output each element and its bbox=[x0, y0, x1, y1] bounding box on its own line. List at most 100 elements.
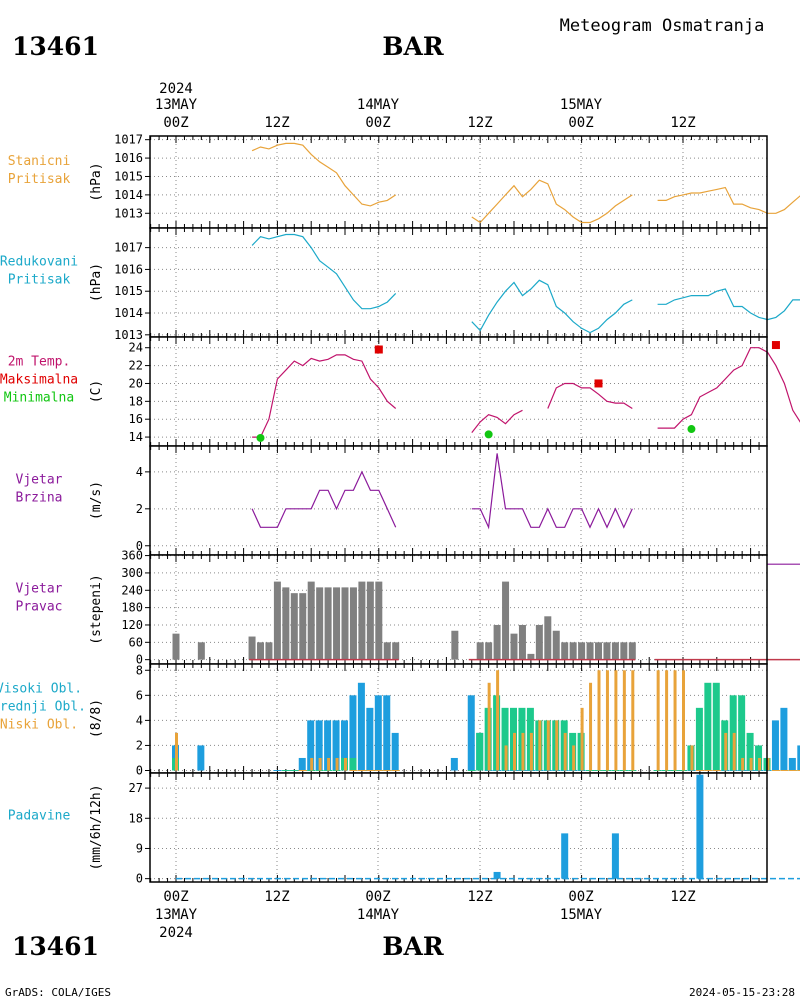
top-day-label-2: 14MAY bbox=[357, 97, 400, 113]
bar bbox=[349, 587, 357, 660]
y-tick-label: 4 bbox=[136, 713, 143, 727]
top-hour-label-6: 12Z bbox=[670, 115, 695, 131]
cloud-bar bbox=[712, 682, 720, 771]
panel-label: Visoki Obl. bbox=[0, 682, 82, 697]
bar bbox=[628, 642, 636, 660]
cloud-bar bbox=[665, 670, 669, 771]
bar bbox=[290, 593, 298, 660]
bar bbox=[586, 642, 594, 660]
cloud-bar bbox=[529, 732, 533, 771]
top-hour-label-5: 00Z bbox=[568, 115, 593, 131]
cloud-bar bbox=[450, 757, 458, 771]
panel-background bbox=[150, 136, 767, 228]
bar bbox=[197, 642, 205, 660]
series-line bbox=[251, 233, 397, 310]
cloud-bar bbox=[175, 732, 178, 771]
series-line bbox=[471, 453, 633, 530]
cloud-bar bbox=[501, 707, 509, 771]
cloud-bar bbox=[327, 757, 331, 771]
cloud-bar bbox=[682, 670, 685, 771]
y-axis-label: (hPa) bbox=[89, 263, 104, 302]
y-tick-label: 9 bbox=[136, 841, 143, 855]
cloud-bar bbox=[332, 720, 340, 771]
y-tick-label: 8 bbox=[136, 663, 143, 677]
y-axis-label: (8/8) bbox=[89, 699, 104, 738]
y-tick-label: 180 bbox=[121, 601, 143, 615]
panel-label: Pritisak bbox=[8, 172, 71, 187]
bar bbox=[282, 587, 290, 660]
series-line bbox=[252, 354, 397, 438]
panel-background bbox=[150, 337, 767, 446]
panel-2: 1013 1014 1015 1016 1017 (hPa) Redukovani Priti… bbox=[0, 227, 800, 342]
cloud-bar bbox=[487, 682, 491, 771]
cloud-bar bbox=[724, 732, 728, 771]
panel-label: Niski Obl. bbox=[0, 718, 78, 733]
bar bbox=[493, 624, 501, 660]
top-hour-label-2: 12Z bbox=[264, 115, 289, 131]
y-tick-label: 60 bbox=[129, 635, 143, 649]
cloud-bar bbox=[758, 757, 762, 771]
cloud-bar bbox=[496, 670, 500, 771]
cloud-bar bbox=[631, 670, 635, 771]
top-hour-label-3: 00Z bbox=[365, 115, 390, 131]
bar bbox=[544, 616, 552, 660]
bar bbox=[324, 587, 332, 660]
top-hour-label-1: 00Z bbox=[163, 115, 188, 131]
panel-label: Srednji Obl. bbox=[0, 700, 86, 715]
y-axis-label: (C) bbox=[89, 380, 104, 403]
panel-label: Pritisak bbox=[8, 273, 71, 288]
max-temp-marker bbox=[771, 341, 780, 350]
cloud-bar bbox=[467, 695, 475, 771]
y-tick-label: 360 bbox=[121, 549, 143, 563]
station-id-top: 13461 bbox=[12, 32, 99, 61]
y-tick-label: 14 bbox=[129, 430, 143, 444]
panel-label: Vjetar bbox=[16, 582, 63, 597]
min-temp-marker bbox=[484, 430, 493, 439]
cloud-bar bbox=[797, 745, 800, 771]
y-tick-label: 22 bbox=[129, 359, 143, 373]
bottom-hour-label-3: 00Z bbox=[365, 889, 390, 905]
bar bbox=[172, 633, 180, 660]
y-tick-label: 27 bbox=[129, 781, 143, 795]
y-tick-label: 16 bbox=[129, 412, 143, 426]
bottom-hour-label-6: 12Z bbox=[670, 889, 695, 905]
panel-label: Brzina bbox=[16, 491, 63, 506]
series-line bbox=[657, 288, 800, 321]
bar bbox=[569, 642, 577, 660]
series-line bbox=[471, 179, 633, 224]
top-day-label-1: 13MAY bbox=[155, 97, 198, 113]
panel-1: 1013 1014 1015 1016 1017 (hPa) Stanicni Pritisa… bbox=[8, 133, 800, 229]
panel-label: 2m Temp. bbox=[8, 355, 71, 370]
y-tick-label: 1016 bbox=[114, 262, 143, 276]
panel-4: 0 2 4 (m/s) Vjetar Brzina bbox=[16, 445, 800, 565]
cloud-bar bbox=[771, 720, 779, 771]
y-tick-label: 240 bbox=[121, 583, 143, 597]
cloud-bar bbox=[344, 757, 347, 771]
panel-label: Pravac bbox=[16, 600, 63, 615]
bar bbox=[358, 581, 366, 660]
bar bbox=[248, 636, 256, 660]
y-tick-label: 120 bbox=[121, 618, 143, 632]
meteogram-title: Meteogram Osmatranja bbox=[560, 16, 765, 36]
cloud-bar bbox=[766, 757, 770, 771]
cloud-bar bbox=[374, 695, 382, 771]
cloud-bar bbox=[307, 720, 315, 771]
cloud-bar bbox=[622, 670, 626, 771]
bar bbox=[611, 833, 619, 879]
panel-label: Stanicni bbox=[8, 154, 71, 169]
footer-timestamp: 2024-05-15-23:28 bbox=[689, 986, 795, 999]
bar bbox=[375, 581, 383, 660]
y-axis-label: (stepeni) bbox=[89, 574, 104, 644]
bar bbox=[561, 642, 569, 660]
panel-background bbox=[150, 664, 767, 773]
panel-background bbox=[150, 555, 767, 664]
y-tick-label: 0 bbox=[136, 872, 143, 886]
cloud-bar bbox=[580, 707, 584, 771]
panel-background bbox=[150, 446, 767, 555]
cloud-bar bbox=[349, 695, 357, 771]
panel-label: Maksimalna bbox=[0, 373, 78, 388]
top-hour-label-4: 12Z bbox=[467, 115, 492, 131]
top-year-label: 2024 bbox=[159, 81, 193, 97]
footer-credit: GrADS: COLA/IGES bbox=[5, 986, 111, 999]
panel-label: Redukovani bbox=[0, 255, 78, 270]
